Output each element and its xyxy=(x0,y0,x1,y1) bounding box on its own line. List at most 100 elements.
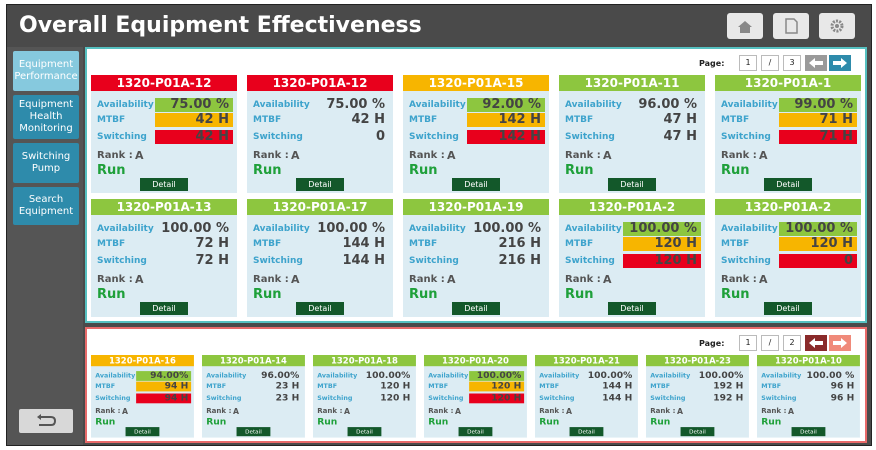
home-button[interactable] xyxy=(727,13,763,39)
nav-button[interactable]: Equipment Performance xyxy=(13,51,79,91)
next-button[interactable] xyxy=(829,335,851,351)
metric-value: 47 H xyxy=(663,112,698,127)
metric-label: Availability xyxy=(95,372,136,380)
rank-label: Rank : xyxy=(409,150,445,161)
detail-button[interactable]: Detail xyxy=(791,427,826,437)
card-header: 1320-P01A-12 xyxy=(91,75,237,91)
detail-button[interactable]: Detail xyxy=(680,427,715,437)
back-button[interactable] xyxy=(19,409,73,433)
detail-button[interactable]: Detail xyxy=(140,302,188,315)
equipment-card[interactable]: 1320-P01A-20 Availability 100.00% MTBF 120 H… xyxy=(424,355,527,438)
metric-value: 100.00% xyxy=(587,370,633,381)
metric-label: Availability xyxy=(761,372,802,380)
equipment-card[interactable]: 1320-P01A-16 Availability 94.00% MTBF 94 H Sw… xyxy=(91,355,194,438)
metric-value: 96 H xyxy=(830,380,855,392)
detail-button[interactable]: Detail xyxy=(764,178,812,191)
metric-value: 120 H xyxy=(469,393,525,404)
metric-value: 100.00% xyxy=(469,371,525,381)
rank-value: A xyxy=(759,273,768,286)
equipment-card[interactable]: 1320-P01A-2 Availability 100.00 % MTBF 120 H… xyxy=(715,199,861,317)
metric-label: Availability xyxy=(650,372,691,380)
metric-value: 100.00 % xyxy=(623,222,701,236)
detail-button[interactable]: Detail xyxy=(452,302,500,315)
metric-value: 120 H xyxy=(469,381,525,392)
detail-button[interactable]: Detail xyxy=(452,178,500,191)
equipment-card[interactable]: 1320-P01A-1 Availability 99.00 % MTBF 71 H Sw… xyxy=(715,75,861,193)
arrow-icon xyxy=(809,58,823,68)
status: Run xyxy=(409,287,438,302)
detail-button[interactable]: Detail xyxy=(764,302,812,315)
detail-button[interactable]: Detail xyxy=(296,178,344,191)
pager-current[interactable]: 1 xyxy=(739,335,757,351)
metric-value: 120 H xyxy=(779,237,857,251)
equipment-card[interactable]: 1320-P01A-17 Availability 100.00 % MTBF 144 … xyxy=(247,199,393,317)
nav-button[interactable]: Switching Pump xyxy=(13,143,79,183)
status: Run xyxy=(409,163,438,178)
equipment-card[interactable]: 1320-P01A-13 Availability 100.00 % MTBF 72 H… xyxy=(91,199,237,317)
equipment-card[interactable]: 1320-P01A-10 Availability 100.00 % MTBF 96 H… xyxy=(757,355,860,438)
rank-value: A xyxy=(759,149,768,162)
pager-separator: / xyxy=(761,335,779,351)
metric-value: 94 H xyxy=(136,393,192,404)
pager-total: 3 xyxy=(783,55,801,71)
equipment-card[interactable]: 1320-P01A-11 Availability 96.00 % MTBF 47 H S… xyxy=(559,75,705,193)
rank-value: A xyxy=(455,406,462,416)
metric-value: 144 H xyxy=(602,392,633,404)
detail-button[interactable]: Detail xyxy=(236,427,271,437)
metric-value: 71 H xyxy=(779,113,857,127)
metric-value: 72 H xyxy=(195,253,230,268)
detail-button[interactable]: Detail xyxy=(608,178,656,191)
status: Run xyxy=(97,163,126,178)
rank-label: Rank : xyxy=(317,407,343,416)
equipment-card[interactable]: 1320-P01A-23 Availability 100.00% MTBF 192 H… xyxy=(646,355,749,438)
detail-button[interactable]: Detail xyxy=(347,427,382,437)
metric-value: 92.00 % xyxy=(467,98,545,112)
metric-value: 100.00 % xyxy=(317,221,385,236)
detail-button[interactable]: Detail xyxy=(125,427,160,437)
metric-value: 71 H xyxy=(779,130,857,144)
metric-label: MTBF xyxy=(539,383,560,390)
detail-button[interactable]: Detail xyxy=(140,178,188,191)
metric-label: Availability xyxy=(721,100,778,110)
next-button[interactable] xyxy=(829,55,851,71)
equipment-card[interactable]: 1320-P01A-19 Availability 100.00 % MTBF 216 … xyxy=(403,199,549,317)
equipment-card[interactable]: 1320-P01A-2 Availability 100.00 % MTBF 120 H… xyxy=(559,199,705,317)
nav-button[interactable]: Equipment Health Monitoring xyxy=(13,95,79,139)
detail-button[interactable]: Detail xyxy=(458,427,493,437)
bottom-panel: Page: 1/2 1320-P01A-16 Availability 94.00% MT… xyxy=(85,327,867,443)
metric-label: MTBF xyxy=(409,115,438,125)
prev-button[interactable] xyxy=(805,335,827,351)
detail-button[interactable]: Detail xyxy=(296,302,344,315)
home-icon xyxy=(738,21,752,33)
settings-button[interactable] xyxy=(819,13,855,39)
metric-label: Availability xyxy=(409,100,466,110)
equipment-card[interactable]: 1320-P01A-14 Availability 96.00% MTBF 23 H Sw… xyxy=(202,355,305,438)
equipment-card[interactable]: 1320-P01A-15 Availability 92.00 % MTBF 142 H… xyxy=(403,75,549,193)
rank-value: A xyxy=(447,273,456,286)
rank-label: Rank : xyxy=(428,407,454,416)
page-title: Overall Equipment Effectiveness xyxy=(19,13,422,38)
detail-button[interactable]: Detail xyxy=(608,302,656,315)
status: Run xyxy=(428,416,449,428)
metric-label: Switching xyxy=(539,394,575,402)
metric-label: Switching xyxy=(317,394,353,402)
card-header: 1320-P01A-23 xyxy=(646,355,749,367)
metric-label: MTBF xyxy=(721,115,750,125)
status: Run xyxy=(721,287,750,302)
equipment-card[interactable]: 1320-P01A-21 Availability 100.00% MTBF 144 H… xyxy=(535,355,638,438)
detail-button[interactable]: Detail xyxy=(569,427,604,437)
metric-value: 94 H xyxy=(136,381,192,392)
rank-value: A xyxy=(788,406,795,416)
pager-current[interactable]: 1 xyxy=(739,55,757,71)
equipment-card[interactable]: 1320-P01A-18 Availability 100.00% MTBF 120 H… xyxy=(313,355,416,438)
nav-button[interactable]: Search Equipment xyxy=(13,187,79,225)
metric-value: 96.00 % xyxy=(638,97,697,112)
prev-button[interactable] xyxy=(805,55,827,71)
report-button[interactable] xyxy=(773,13,809,39)
card-header: 1320-P01A-15 xyxy=(403,75,549,91)
metric-label: Switching xyxy=(253,132,303,142)
rank-value: A xyxy=(291,149,300,162)
status: Run xyxy=(650,416,671,428)
